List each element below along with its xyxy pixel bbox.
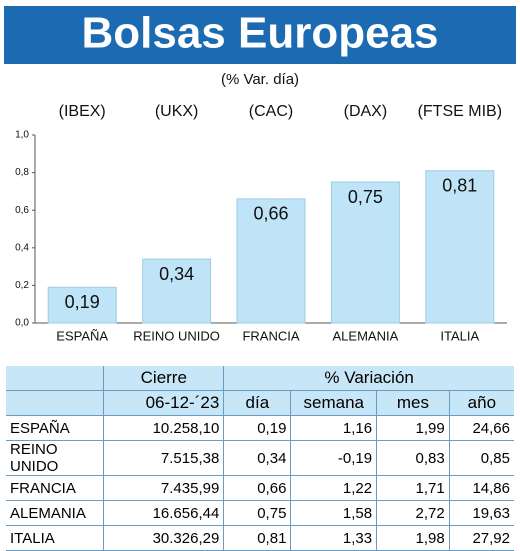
- subtitle: (% Var. día): [221, 71, 299, 88]
- table-row: REINO UNIDO 7.515,38 0,34 -0,19 0,83 0,85: [6, 440, 514, 476]
- table-cell: 0,34: [223, 440, 291, 476]
- table-cell: 1,98: [376, 525, 450, 551]
- table-cell: 27,92: [448, 525, 514, 551]
- table-cell: año: [448, 390, 514, 416]
- table-cell: 0,81: [223, 525, 291, 551]
- table-cell: ESPAÑA: [6, 415, 104, 441]
- table-cell: 1,16: [290, 415, 377, 441]
- table-cell: 24,66: [448, 415, 514, 441]
- table-row: ESPAÑA 10.258,10 0,19 1,16 1,99 24,66: [6, 415, 514, 441]
- table-cell: REINO UNIDO: [6, 440, 104, 476]
- table-row: Cierre% Variación: [6, 366, 514, 391]
- table-cell: 7.515,38: [103, 440, 224, 476]
- bar: [425, 170, 495, 324]
- data-table: Cierre% Variación 06-12-´23 día semana mes añ…: [6, 366, 514, 551]
- x-tick-label: FRANCIA: [242, 328, 299, 343]
- table-row: ITALIA 30.326,29 0,81 1,33 1,98 27,92: [6, 525, 514, 551]
- table-cell: 10.258,10: [103, 415, 224, 441]
- index-label: (IBEX): [59, 103, 106, 120]
- x-tick-label: REINO UNIDO: [133, 328, 220, 343]
- table-cell: 30.326,29: [103, 525, 224, 551]
- value-label: 0,75: [348, 187, 383, 207]
- table-cell: FRANCIA: [6, 475, 104, 501]
- index-label: (DAX): [344, 103, 388, 120]
- table-cell: 1,58: [290, 500, 377, 526]
- table-cell: 1,99: [376, 415, 450, 441]
- y-tick-label: 0,8: [15, 167, 29, 178]
- table-cell: [6, 390, 104, 416]
- table-cell: [6, 366, 104, 391]
- table-cell: 7.435,99: [103, 475, 224, 501]
- table-cell: 1,22: [290, 475, 377, 501]
- bar: [330, 181, 400, 324]
- table-cell: ITALIA: [6, 525, 104, 551]
- table-cell: 0,75: [223, 500, 291, 526]
- value-label: 0,81: [442, 175, 477, 195]
- bar: [236, 198, 306, 324]
- y-tick-label: 1,0: [15, 130, 29, 141]
- y-tick-label: 0,2: [15, 280, 29, 291]
- table-cell: ALEMANIA: [6, 500, 104, 526]
- table-cell: 0,85: [448, 440, 514, 476]
- table-cell: 16.656,44: [103, 500, 224, 526]
- table-row: ALEMANIA 16.656,44 0,75 1,58 2,72 19,63: [6, 500, 514, 526]
- bar: [47, 286, 117, 324]
- bar: [142, 258, 212, 324]
- table-cell: 06-12-´23: [103, 390, 224, 416]
- x-tick-label: ESPAÑA: [56, 328, 108, 343]
- table-cell: 1,71: [376, 475, 450, 501]
- table-cell: 0,19: [223, 415, 291, 441]
- chart-title: Bolsas Europeas: [81, 9, 438, 58]
- value-label: 0,34: [159, 264, 194, 284]
- chart: Bolsas Europeas (% Var. día) 0,0 0,2 0,4 0,…: [4, 6, 516, 343]
- index-label: (FTSE MIB): [418, 103, 502, 120]
- y-tick-label: 0,0: [15, 318, 29, 329]
- table-cell: % Variación: [223, 366, 514, 391]
- table-cell: mes: [376, 390, 450, 416]
- table-cell: día: [223, 390, 291, 416]
- x-tick-label: ALEMANIA: [333, 328, 399, 343]
- table-row: 06-12-´23 día semana mes año: [6, 390, 514, 416]
- value-label: 0,66: [253, 204, 288, 224]
- index-label: (CAC): [249, 103, 293, 120]
- table-cell: 2,72: [376, 500, 450, 526]
- y-tick-label: 0,4: [15, 242, 29, 253]
- table-cell: semana: [290, 390, 377, 416]
- table-cell: -0,19: [290, 440, 377, 476]
- table-cell: 1,33: [290, 525, 377, 551]
- table-cell: 19,63: [448, 500, 514, 526]
- y-tick-label: 0,6: [15, 205, 29, 216]
- table-cell: Cierre: [103, 366, 224, 391]
- table-cell: 0,66: [223, 475, 291, 501]
- table-cell: 0,83: [376, 440, 450, 476]
- table-row: FRANCIA 7.435,99 0,66 1,22 1,71 14,86: [6, 475, 514, 501]
- index-label: (UKX): [155, 103, 199, 120]
- table-cell: 14,86: [448, 475, 514, 501]
- title-bar: [4, 6, 516, 64]
- value-label: 0,19: [65, 292, 100, 312]
- x-tick-label: ITALIA: [440, 328, 479, 343]
